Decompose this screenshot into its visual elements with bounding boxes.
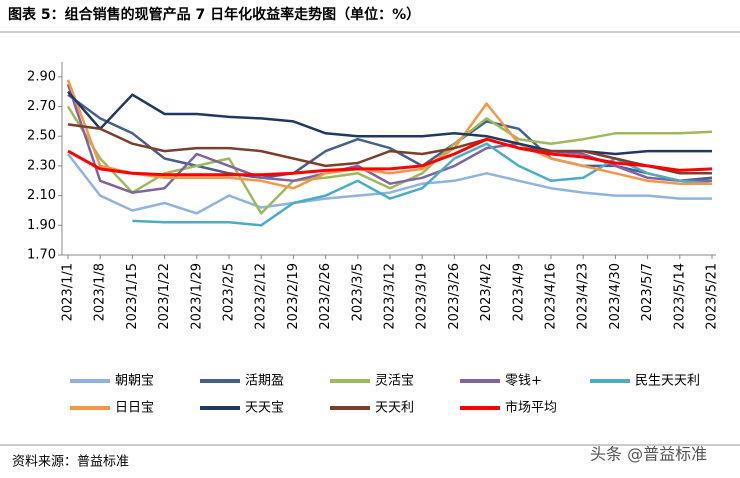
series-line (67, 123, 712, 175)
y-tick-label: 2.50 (27, 129, 56, 144)
x-tick-label: 2023/5/14 (672, 263, 687, 330)
x-tick-label: 2023/4/9 (511, 263, 526, 321)
x-tick-label: 2023/1/8 (93, 263, 108, 321)
x-tick-label: 2023/1/22 (157, 263, 172, 330)
source: 资料来源：普益标准 (12, 455, 129, 470)
chart-title: 图表 5：组合销售的现管产品 7 日年化收益率走势图（单位：%） (8, 6, 420, 23)
x-tick-label: 2023/3/12 (383, 263, 398, 330)
y-tick-label: 1.70 (27, 248, 56, 263)
legend-label: 民生天天利 (635, 374, 700, 389)
x-tick-label: 2023/5/7 (640, 263, 655, 321)
y-tick-label: 2.70 (27, 99, 56, 114)
x-tick-label: 2023/3/26 (447, 263, 462, 330)
x-tick-label: 2023/3/5 (350, 263, 365, 321)
y-tick-label: 1.90 (27, 218, 56, 233)
x-tick-label: 2023/1/15 (125, 263, 140, 330)
x-tick-label: 2023/2/19 (286, 263, 301, 330)
legend-label: 天天宝 (245, 401, 284, 416)
legend-label: 市场平均 (505, 400, 557, 416)
legend-label: 零钱+ (505, 374, 542, 389)
legend-label: 天天利 (375, 401, 414, 416)
x-tick-label: 2023/4/23 (576, 263, 591, 330)
x-tick-label: 2023/1/1 (61, 263, 76, 321)
x-tick-label: 2023/4/2 (479, 263, 494, 321)
x-tick-label: 2023/2/5 (222, 263, 237, 321)
series-line (66, 83, 712, 194)
x-tick-label: 2023/1/29 (189, 263, 204, 330)
y-tick-label: 2.90 (27, 69, 56, 84)
x-tick-label: 2023/5/21 (705, 263, 720, 330)
legend-label: 活期盈 (245, 374, 284, 389)
series-line (67, 90, 712, 156)
x-tick-label: 2023/2/26 (318, 263, 333, 330)
x-tick-label: 2023/4/16 (544, 263, 559, 330)
series-line (67, 137, 713, 177)
legend-label: 灵活宝 (375, 374, 414, 389)
x-tick-label: 2023/3/19 (415, 263, 430, 330)
watermark: 头条 @普益标准 (590, 445, 707, 464)
series-line (66, 105, 713, 215)
series-line (67, 153, 712, 215)
series-line (66, 79, 712, 190)
x-tick-label: 2023/2/12 (254, 263, 269, 330)
legend-label: 日日宝 (115, 401, 154, 416)
y-tick-label: 2.10 (27, 188, 56, 203)
y-tick-label: 2.30 (27, 158, 56, 173)
legend-label: 朝朝宝 (115, 374, 154, 389)
x-tick-label: 2023/4/30 (608, 263, 623, 330)
